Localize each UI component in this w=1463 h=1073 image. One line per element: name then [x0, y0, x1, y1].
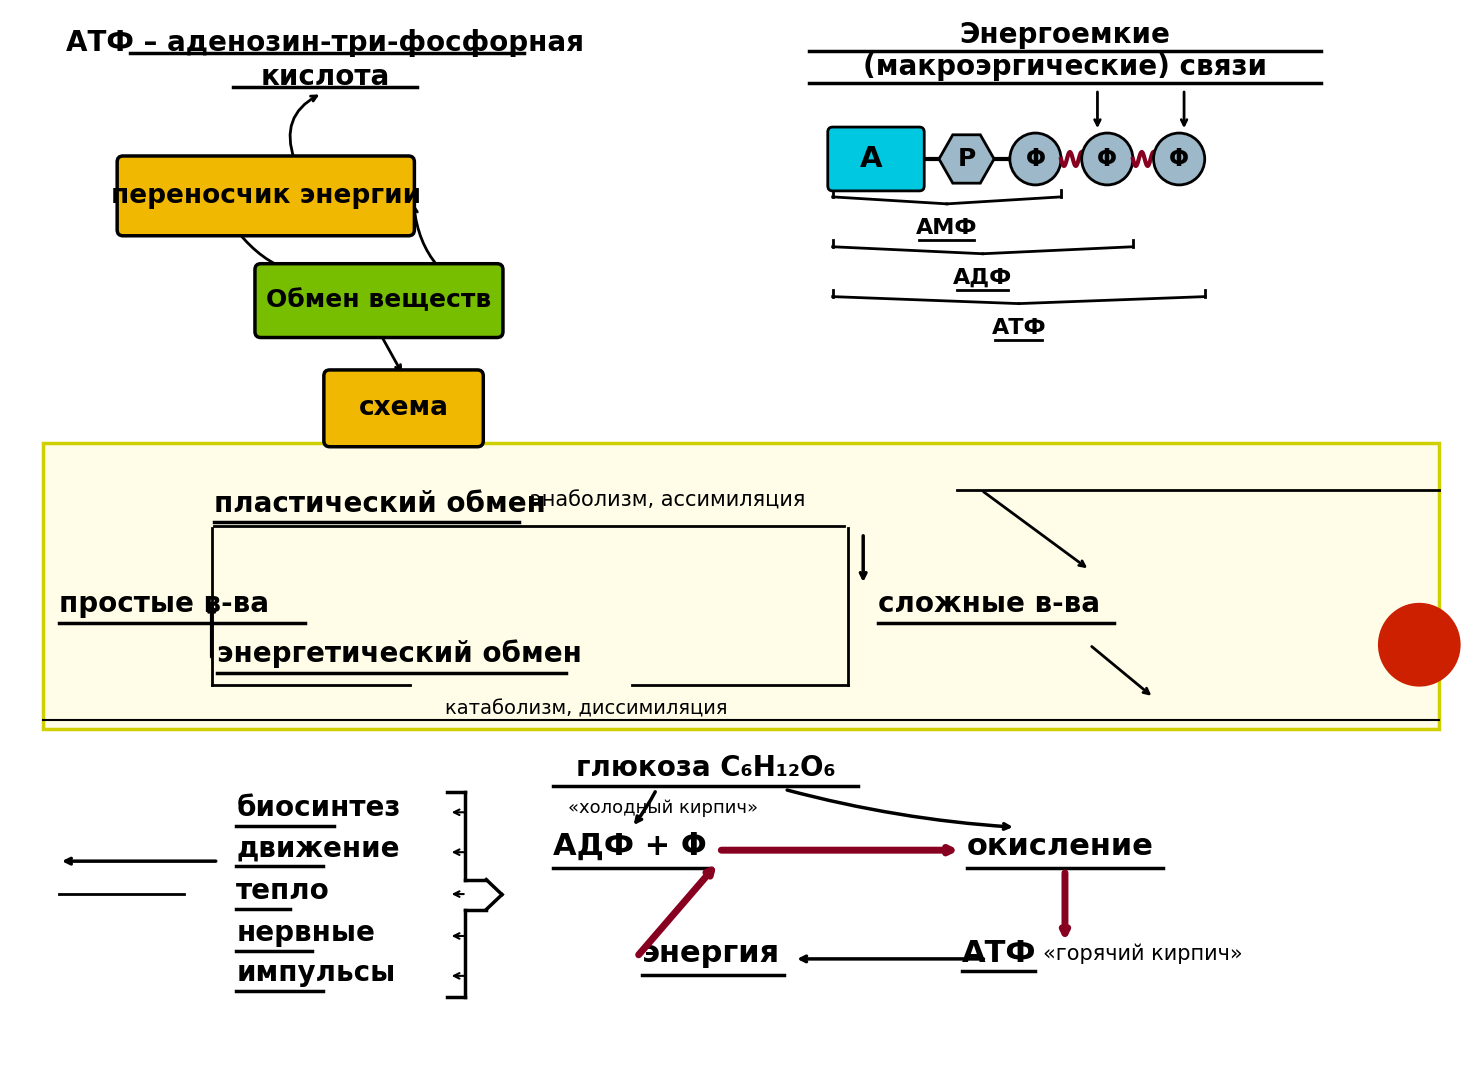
Text: АТФ: АТФ — [961, 939, 1036, 968]
Text: тепло: тепло — [236, 877, 331, 906]
Text: АДФ: АДФ — [954, 267, 1012, 288]
Text: кислота: кислота — [260, 63, 389, 91]
Text: «горячий кирпич»: «горячий кирпич» — [1043, 944, 1244, 965]
FancyBboxPatch shape — [323, 370, 483, 446]
Text: Φ: Φ — [1169, 147, 1189, 171]
FancyBboxPatch shape — [828, 127, 925, 191]
Text: окисление: окисление — [967, 833, 1153, 862]
Text: схема: схема — [358, 395, 449, 422]
Text: Φ: Φ — [1097, 147, 1118, 171]
Bar — [44, 443, 1440, 730]
Text: импульсы: импульсы — [236, 959, 395, 987]
Text: (макроэргические) связи: (макроэргические) связи — [863, 54, 1267, 82]
Text: движение: движение — [236, 834, 399, 863]
FancyBboxPatch shape — [255, 264, 503, 338]
Text: «холодный кирпич»: «холодный кирпич» — [568, 799, 758, 818]
Circle shape — [1378, 603, 1460, 687]
Circle shape — [1009, 133, 1061, 185]
Text: нервные: нервные — [236, 918, 375, 947]
Text: АМФ: АМФ — [916, 218, 977, 238]
Circle shape — [1153, 133, 1204, 185]
Circle shape — [1081, 133, 1132, 185]
Text: простые в-ва: простые в-ва — [59, 590, 269, 618]
Text: пластический обмен: пластический обмен — [214, 490, 546, 518]
Text: A: A — [860, 145, 882, 173]
Text: АДФ + Φ: АДФ + Φ — [553, 833, 707, 862]
Text: P: P — [957, 147, 976, 171]
Text: переносчик энергии: переносчик энергии — [111, 182, 421, 209]
Text: биосинтез: биосинтез — [236, 794, 401, 822]
Text: АТФ – аденозин-три-фосфорная: АТФ – аденозин-три-фосфорная — [66, 29, 584, 57]
Text: Φ: Φ — [1026, 147, 1046, 171]
Text: катаболизм, диссимиляция: катаболизм, диссимиляция — [445, 700, 727, 719]
Text: Энергоемкие: Энергоемкие — [960, 21, 1170, 49]
Text: Обмен веществ: Обмен веществ — [266, 289, 492, 312]
Text: энергетический обмен: энергетический обмен — [217, 640, 581, 668]
FancyBboxPatch shape — [117, 156, 414, 236]
Text: АТФ: АТФ — [992, 318, 1046, 338]
Text: энергия: энергия — [642, 939, 780, 968]
Text: анаболизм, ассимиляция: анаболизм, ассимиляция — [528, 490, 805, 510]
Text: сложные в-ва: сложные в-ва — [878, 590, 1100, 618]
Text: глюкоза C₆H₁₂O₆: глюкоза C₆H₁₂O₆ — [576, 754, 835, 782]
